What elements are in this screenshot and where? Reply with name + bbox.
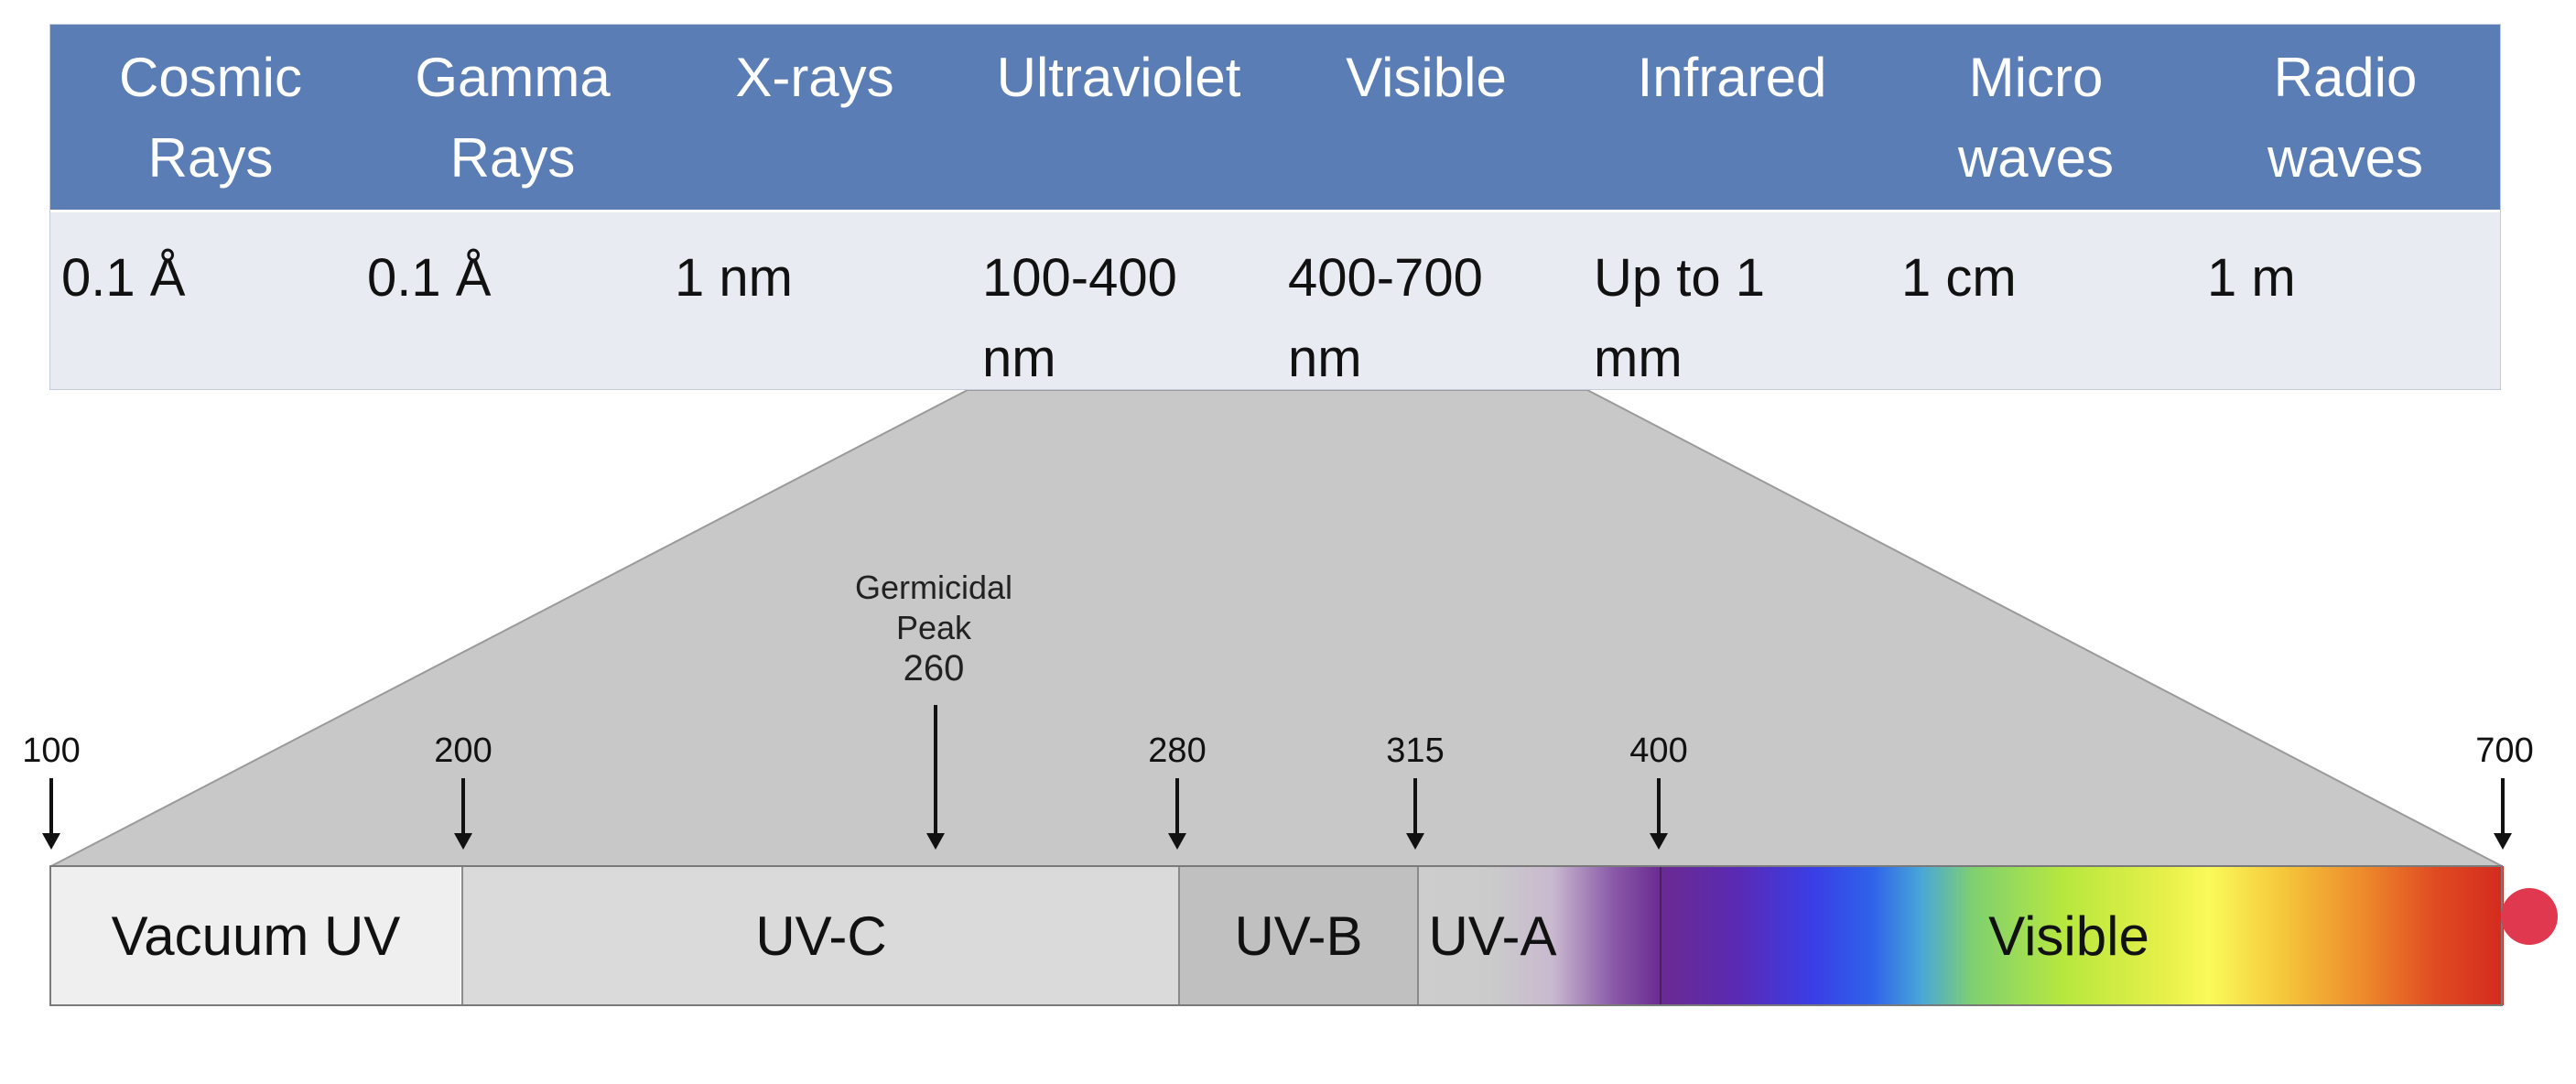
tick-label-315: 315 [1386, 732, 1445, 770]
peak-label-line1: Germicidal [854, 569, 1013, 606]
value-visible: 400-700 nm [1288, 248, 1483, 388]
band-uv-b: UV-B [1178, 866, 1417, 1005]
value-x-rays: 1 nm [675, 248, 793, 308]
value-infrared: Up to 1 mm [1594, 248, 1765, 388]
header-cosmic-rays: Cosmic Rays [118, 47, 302, 189]
red-marker-dot[interactable] [2501, 888, 2558, 945]
band-uv-c: UV-C [461, 866, 1179, 1005]
header-gamma-rays: Gamma Rays [415, 47, 611, 189]
tick-label-700: 700 [2475, 732, 2534, 770]
band-vacuum-uv: Vacuum UV [51, 866, 460, 1005]
tick-label-400: 400 [1629, 732, 1688, 770]
tick-arrow-315-head [1406, 833, 1424, 850]
header-x-rays: X-rays [735, 47, 894, 108]
value-ultraviolet: 100-400 nm [982, 248, 1177, 388]
value-microwaves: 1 cm [1901, 248, 2017, 308]
tick-arrow-100-head [42, 833, 60, 850]
band-label-uv-c: UV-C [755, 905, 887, 967]
value-radio-waves: 1 m [2207, 248, 2296, 308]
header-radio-waves: Radio waves [2267, 47, 2424, 189]
tick-label-200: 200 [434, 732, 492, 770]
band-label-visible: Visible [1988, 905, 2149, 967]
peak-arrow-260-head [926, 833, 945, 850]
value-cosmic-rays: 0.1 Å [61, 248, 186, 308]
tick-label-280: 280 [1148, 732, 1207, 770]
header-microwaves: Micro waves [1957, 47, 2115, 189]
header-infrared: Infrared [1637, 47, 1827, 108]
tick-arrow-400-head [1650, 833, 1668, 850]
table-value-row: 0.1 Å 0.1 Å 1 nm 100-400 nm 400-700 nm U… [50, 212, 2500, 389]
table-header-row: Cosmic Rays Gamma Rays X-rays Ultraviole… [50, 25, 2500, 212]
spectrum-table: Cosmic Rays Gamma Rays X-rays Ultraviole… [49, 24, 2501, 390]
band-label-vacuum-uv: Vacuum UV [111, 905, 401, 967]
tick-arrow-280-head [1168, 833, 1186, 850]
germicidal-peak-label: Germicidal Peak 260 [806, 568, 1062, 688]
peak-label-value: 260 [903, 648, 965, 688]
header-visible: Visible [1346, 47, 1507, 108]
peak-label-line2: Peak [895, 609, 972, 646]
value-gamma-rays: 0.1 Å [367, 248, 492, 308]
header-ultraviolet: Ultraviolet [996, 47, 1241, 108]
tick-label-100: 100 [22, 732, 81, 770]
tick-arrow-200-head [454, 833, 472, 850]
tick-arrows [42, 705, 2512, 850]
band-uv-a: UV-A [1417, 866, 1661, 1005]
band-visible: Visible [1660, 866, 2504, 1005]
tick-arrow-700-head [2494, 833, 2512, 850]
band-label-uv-b: UV-B [1234, 905, 1363, 967]
zoom-funnel [50, 389, 2503, 867]
band-label-uv-a: UV-A [1428, 905, 1557, 967]
